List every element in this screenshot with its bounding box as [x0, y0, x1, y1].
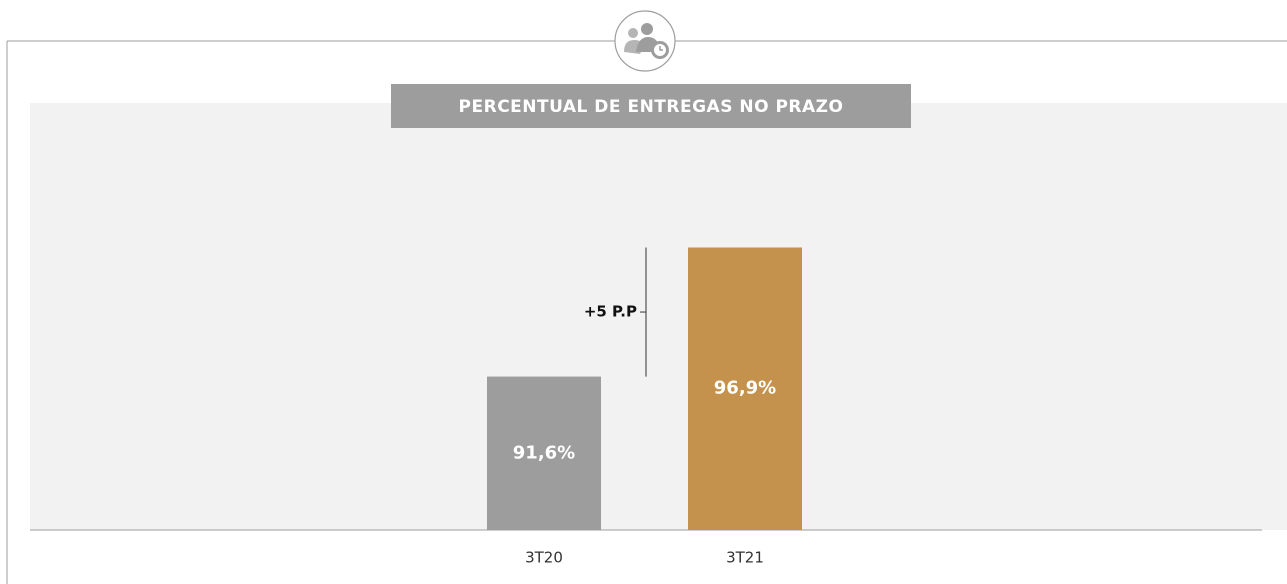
bar — [487, 376, 601, 530]
icon — [614, 10, 676, 72]
x-tick-label: 3T20 — [525, 549, 563, 567]
title-box — [391, 84, 911, 128]
plot-background — [30, 103, 1287, 530]
value-label: 91,6% — [513, 442, 575, 463]
x-tick-label: 3T21 — [726, 549, 764, 567]
bar — [688, 247, 802, 531]
annotation: +5 P.P — [584, 303, 637, 321]
value-label: 96,9% — [714, 378, 776, 399]
chart-title: PERCENTUAL DE ENTREGAS NO PRAZO — [459, 97, 844, 117]
